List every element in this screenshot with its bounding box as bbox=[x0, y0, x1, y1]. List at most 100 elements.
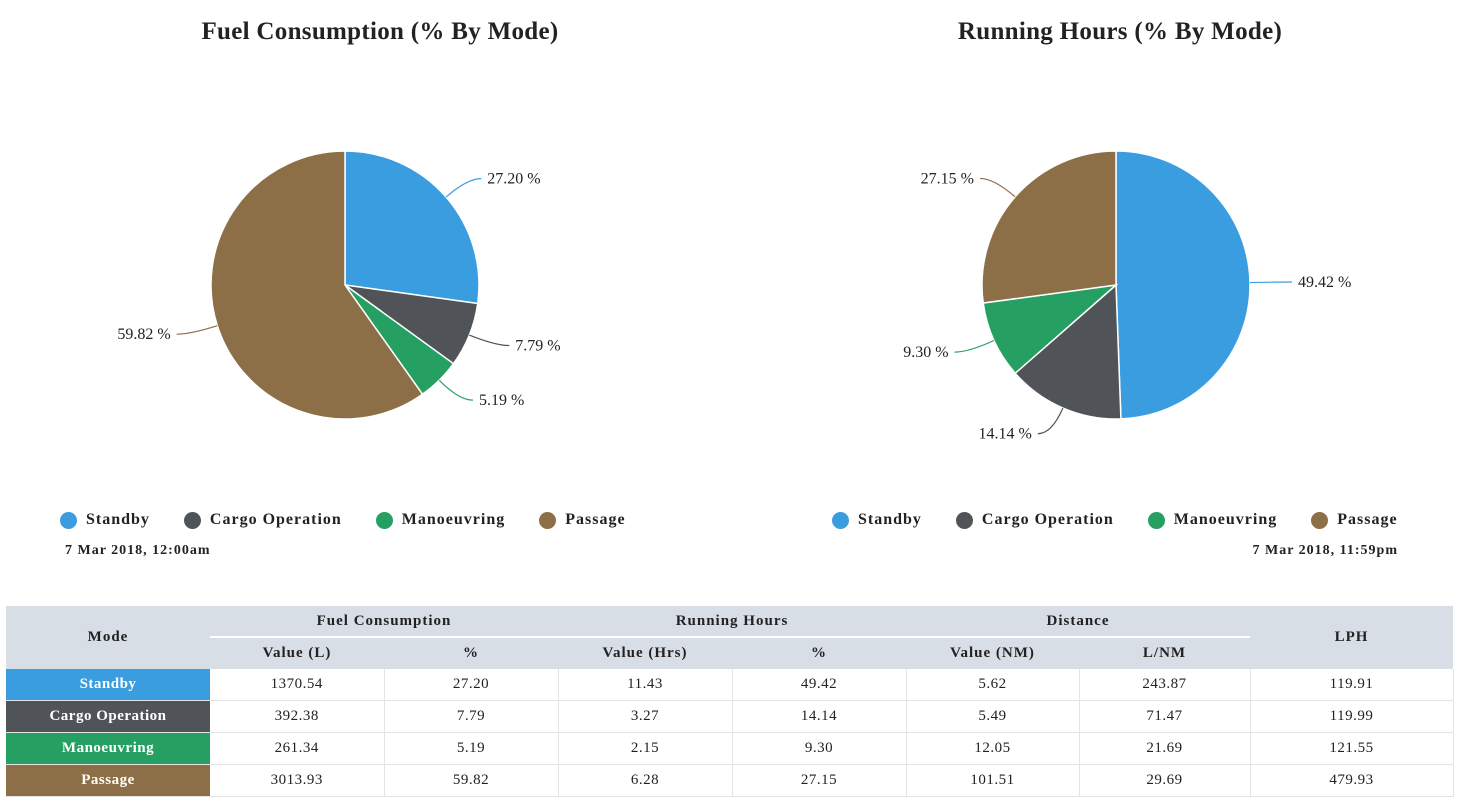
legend-item-passage[interactable]: Passage bbox=[1311, 511, 1397, 529]
end-date-label: 7 Mar 2018, 11:59pm bbox=[1252, 543, 1398, 558]
label-connector-manoeuvring bbox=[438, 379, 473, 401]
table-cell: 7.79 bbox=[384, 700, 559, 733]
table-row: Manoeuvring 261.34 5.19 2.15 9.30 12.05 … bbox=[6, 732, 1454, 765]
table-cell: 5.49 bbox=[906, 700, 1080, 733]
legend-dot-icon bbox=[955, 511, 973, 529]
pie-slice-standby[interactable] bbox=[1115, 150, 1251, 420]
table-cell: 5.62 bbox=[906, 669, 1080, 701]
table-cell: 1370.54 bbox=[210, 669, 385, 701]
pie-slice-passage[interactable] bbox=[981, 150, 1117, 304]
fuel-pie-svg: 27.20 % 7.79 % 5.19 % 59.82 % bbox=[117, 150, 561, 420]
table-cell: 59.82 bbox=[384, 764, 559, 797]
mode-cell: Standby bbox=[6, 669, 210, 701]
mode-cell: Passage bbox=[6, 764, 210, 797]
legend-item-cargo-operation[interactable]: Cargo Operation bbox=[955, 511, 1114, 529]
fuel-consumption-chart: Fuel Consumption (% By Mode) 27.20 % 7.79… bbox=[30, 0, 730, 570]
column-header: % bbox=[384, 637, 558, 669]
legend-dot-icon bbox=[60, 511, 77, 529]
table-cell: 121.55 bbox=[1250, 732, 1454, 765]
table-cell: 5.19 bbox=[384, 732, 559, 765]
table-cell: 261.34 bbox=[210, 732, 385, 765]
legend-item-standby[interactable]: Standby bbox=[832, 511, 922, 529]
table-cell: 9.30 bbox=[732, 732, 907, 765]
table-cell: 49.42 bbox=[732, 669, 907, 701]
column-header: Value (Hrs) bbox=[558, 637, 732, 669]
table-cell: 71.47 bbox=[1079, 700, 1251, 733]
legend-dot-icon bbox=[1147, 511, 1165, 529]
column-header: L/NM bbox=[1079, 637, 1250, 669]
legend-label: Passage bbox=[1337, 511, 1398, 528]
table-cell: 11.43 bbox=[558, 669, 733, 701]
label-connector-manoeuvring bbox=[954, 339, 995, 353]
data-label-manoeuvring: 5.19 % bbox=[479, 392, 524, 409]
legend-label: Standby bbox=[86, 511, 150, 528]
label-connector-cargo-operation bbox=[1037, 407, 1064, 435]
running-hours-chart: Running Hours (% By Mode) 49.42 % 14.14 %… bbox=[770, 0, 1457, 570]
data-label-standby: 49.42 % bbox=[1298, 274, 1351, 291]
label-connector-passage bbox=[176, 325, 218, 335]
legend-label: Cargo Operation bbox=[209, 511, 342, 528]
legend-item-standby[interactable]: Standby bbox=[60, 511, 150, 529]
table-cell: 12.05 bbox=[906, 732, 1080, 765]
start-date-label: 7 Mar 2018, 12:00am bbox=[65, 543, 211, 558]
table-cell: 3013.93 bbox=[210, 764, 385, 797]
lph-header: LPH bbox=[1250, 606, 1453, 669]
column-header: % bbox=[732, 637, 906, 669]
table-cell: 392.38 bbox=[210, 700, 385, 733]
legend-label: Standby bbox=[858, 511, 922, 528]
column-header: Value (NM) bbox=[906, 637, 1079, 669]
table-row: Standby 1370.54 27.20 11.43 49.42 5.62 2… bbox=[6, 669, 1454, 701]
table-cell: 101.51 bbox=[906, 764, 1080, 797]
data-label-passage: 27.15 % bbox=[921, 170, 974, 187]
fuel-consumption-group-header: Fuel Consumption bbox=[210, 606, 558, 638]
table-subheader-row: Value (L) % Value (Hrs) % Value (NM) L/N… bbox=[6, 637, 1453, 669]
legend-item-manoeuvring[interactable]: Manoeuvring bbox=[1147, 511, 1278, 529]
legend-dot-icon bbox=[375, 511, 393, 529]
label-connector-standby bbox=[445, 178, 482, 198]
table-cell: 21.69 bbox=[1079, 732, 1251, 765]
label-connector-cargo-operation bbox=[469, 334, 510, 347]
pie-slice-manoeuvring[interactable] bbox=[982, 283, 1119, 375]
legend-item-cargo-operation[interactable]: Cargo Operation bbox=[183, 511, 342, 529]
data-label-cargo-operation: 7.79 % bbox=[515, 338, 560, 355]
data-label-standby: 27.20 % bbox=[487, 171, 540, 188]
running-hours-group-header: Running Hours bbox=[558, 606, 906, 638]
pie-slice-standby[interactable] bbox=[344, 150, 480, 305]
legend-dot-icon bbox=[832, 511, 849, 529]
label-connector-passage bbox=[979, 177, 1016, 198]
table-cell: 3.27 bbox=[558, 700, 733, 733]
table-row: Passage 3013.93 59.82 6.28 27.15 101.51 … bbox=[6, 764, 1454, 797]
legend-label: Cargo Operation bbox=[981, 511, 1114, 528]
table-cell: 119.91 bbox=[1250, 669, 1454, 701]
data-label-manoeuvring: 9.30 % bbox=[903, 344, 948, 361]
mode-summary-table: Mode Fuel Consumption Running Hours Dist… bbox=[6, 606, 1454, 797]
chart-legend: Standby Cargo Operation Manoeuvring Pass… bbox=[60, 511, 660, 529]
table-group-header-row: Mode Fuel Consumption Running Hours Dist… bbox=[6, 606, 1453, 669]
mode-cell: Manoeuvring bbox=[6, 732, 210, 765]
table-cell: 27.15 bbox=[732, 764, 907, 797]
mode-header: Mode bbox=[6, 606, 210, 669]
table-cell: 6.28 bbox=[558, 764, 733, 797]
table-cell: 2.15 bbox=[558, 732, 733, 765]
column-header: Value (L) bbox=[210, 637, 384, 669]
table-row: Cargo Operation 392.38 7.79 3.27 14.14 5… bbox=[6, 700, 1454, 733]
label-connector-standby bbox=[1249, 281, 1292, 284]
legend-dot-icon bbox=[1311, 511, 1329, 529]
pie-slice-passage[interactable] bbox=[210, 150, 424, 420]
legend-label: Manoeuvring bbox=[1173, 511, 1278, 528]
legend-dot-icon bbox=[539, 511, 557, 529]
distance-group-header: Distance bbox=[906, 606, 1250, 638]
legend-label: Passage bbox=[565, 511, 626, 528]
table-cell: 14.14 bbox=[732, 700, 907, 733]
chart-title: Running Hours (% By Mode) bbox=[957, 18, 1283, 45]
legend-item-manoeuvring[interactable]: Manoeuvring bbox=[375, 511, 506, 529]
data-label-passage: 59.82 % bbox=[117, 326, 170, 343]
legend-item-passage[interactable]: Passage bbox=[539, 511, 625, 529]
pie-slice-cargo-operation[interactable] bbox=[1014, 283, 1122, 420]
hours-pie-svg: 49.42 % 14.14 % 9.30 % 27.15 % bbox=[903, 150, 1351, 443]
table-cell: 27.20 bbox=[384, 669, 559, 701]
table-cell: 29.69 bbox=[1079, 764, 1251, 797]
legend-label: Manoeuvring bbox=[401, 511, 506, 528]
mode-cell: Cargo Operation bbox=[6, 700, 210, 733]
table-cell: 119.99 bbox=[1250, 700, 1454, 733]
